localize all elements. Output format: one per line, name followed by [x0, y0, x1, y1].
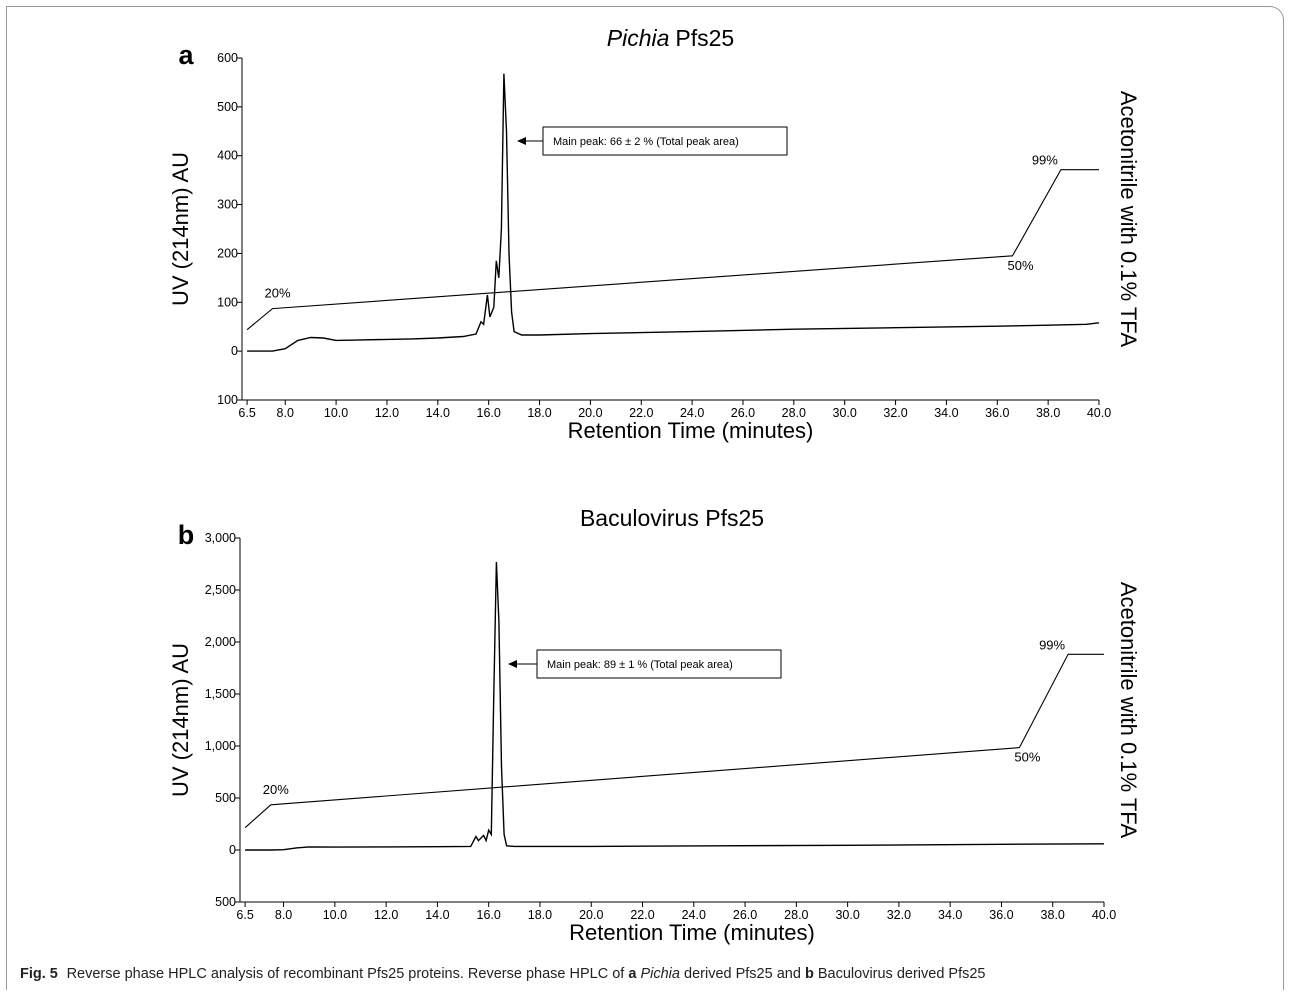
x-tick-label: 20.0: [578, 406, 602, 420]
caption: Fig. 5 Reverse phase HPLC analysis of rec…: [20, 966, 990, 982]
x-tick-label: 6.5: [238, 406, 255, 420]
y-tick-label: 100: [217, 295, 238, 309]
x-tick-label: 20.0: [579, 908, 603, 922]
y-tick-label: 100: [217, 393, 238, 407]
caption-run: Fig. 5: [20, 966, 58, 982]
x-tick-label: 30.0: [833, 406, 857, 420]
gradient-label: 99%: [1032, 153, 1058, 168]
y2-axis-label: Acetonitrile with 0.1% TFA: [1116, 91, 1141, 348]
y-tick-label: 1,500: [205, 687, 236, 701]
y-tick-label: 500: [215, 791, 236, 805]
y-tick-label: 500: [215, 895, 236, 909]
x-tick-label: 8.0: [277, 406, 294, 420]
annotation-text: Main peak: 66 ± 2 % (Total peak area): [553, 136, 739, 148]
x-tick-label: 12.0: [374, 908, 398, 922]
x-tick-label: 10.0: [324, 406, 348, 420]
x-tick-label: 34.0: [934, 406, 958, 420]
x-axis-label: Retention Time (minutes): [569, 920, 815, 945]
x-tick-label: 36.0: [985, 406, 1009, 420]
figure-frame: [6, 6, 1284, 990]
x-tick-label: 18.0: [527, 406, 551, 420]
x-tick-label: 16.0: [477, 406, 501, 420]
x-tick-label: 22.0: [630, 908, 654, 922]
x-tick-label: 40.0: [1092, 908, 1116, 922]
y-tick-label: 400: [217, 149, 238, 163]
x-tick-label: 8.0: [275, 908, 292, 922]
gradient-label: 50%: [1008, 258, 1034, 273]
arrow-head: [517, 137, 526, 145]
x-tick-label: 24.0: [680, 406, 704, 420]
chart-title: Pichia Pfs25: [607, 25, 734, 51]
gradient-label: 20%: [265, 286, 291, 301]
uv-trace: [245, 561, 1105, 851]
x-tick-label: 10.0: [323, 908, 347, 922]
y-tick-label: 0: [231, 344, 238, 358]
gradient-label: 99%: [1039, 637, 1065, 652]
x-tick-label: 40.0: [1087, 406, 1111, 420]
x-tick-label: 16.0: [477, 908, 501, 922]
x-tick-label: 6.5: [236, 908, 253, 922]
gradient-label: 20%: [263, 782, 289, 797]
x-tick-label: 22.0: [629, 406, 653, 420]
panel-label: b: [178, 520, 195, 550]
y-tick-label: 0: [229, 843, 236, 857]
caption-run: Baculovirus derived Pfs25: [817, 966, 986, 982]
x-tick-label: 34.0: [938, 908, 962, 922]
y-axis-label: UV (214nm) AU: [168, 643, 193, 797]
y-tick-label: 200: [217, 246, 238, 260]
caption-run: a: [628, 966, 637, 982]
gradient-line: [246, 169, 1099, 331]
x-tick-label: 32.0: [887, 908, 911, 922]
x-tick-label: 14.0: [425, 908, 449, 922]
annotation-text: Main peak: 89 ± 1 % (Total peak area): [547, 659, 733, 671]
y-tick-label: 300: [217, 198, 238, 212]
x-tick-label: 38.0: [1041, 908, 1065, 922]
gradient-line: [244, 653, 1104, 829]
x-tick-label: 14.0: [426, 406, 450, 420]
chart-title: Baculovirus Pfs25: [580, 505, 764, 531]
panel-label: a: [178, 40, 194, 70]
y-tick-label: 2,000: [205, 635, 236, 649]
caption-run: Pichia: [640, 966, 680, 982]
x-tick-label: 12.0: [375, 406, 399, 420]
y2-axis-label: Acetonitrile with 0.1% TFA: [1116, 582, 1141, 839]
y-tick-label: 500: [217, 100, 238, 114]
title-run: Baculovirus Pfs25: [580, 505, 764, 531]
y-tick-label: 1,000: [205, 739, 236, 753]
y-tick-label: 3,000: [205, 531, 236, 545]
x-tick-label: 28.0: [782, 406, 806, 420]
caption-run: derived Pfs25 and: [684, 966, 801, 982]
x-tick-label: 26.0: [733, 908, 757, 922]
x-tick-label: 38.0: [1036, 406, 1060, 420]
x-tick-label: 36.0: [989, 908, 1013, 922]
x-tick-label: 26.0: [731, 406, 755, 420]
arrow-head: [508, 660, 517, 668]
gradient-label: 50%: [1014, 750, 1040, 765]
caption-run: b: [804, 966, 814, 982]
x-tick-label: 30.0: [835, 908, 859, 922]
annotation-box: [536, 649, 782, 679]
x-tick-label: 18.0: [528, 908, 552, 922]
y-axis-label: UV (214nm) AU: [168, 152, 193, 306]
x-axis-label: Retention Time (minutes): [568, 418, 814, 443]
x-tick-label: 24.0: [682, 908, 706, 922]
title-run: Pichia: [607, 25, 670, 51]
x-tick-label: 28.0: [784, 908, 808, 922]
x-tick-label: 32.0: [883, 406, 907, 420]
annotation-box: [542, 126, 788, 156]
uv-trace: [247, 73, 1100, 352]
caption-run: Reverse phase HPLC analysis of recombina…: [66, 966, 625, 982]
y-tick-label: 2,500: [205, 583, 236, 597]
title-run: Pfs25: [675, 25, 734, 51]
y-tick-label: 600: [217, 51, 238, 65]
